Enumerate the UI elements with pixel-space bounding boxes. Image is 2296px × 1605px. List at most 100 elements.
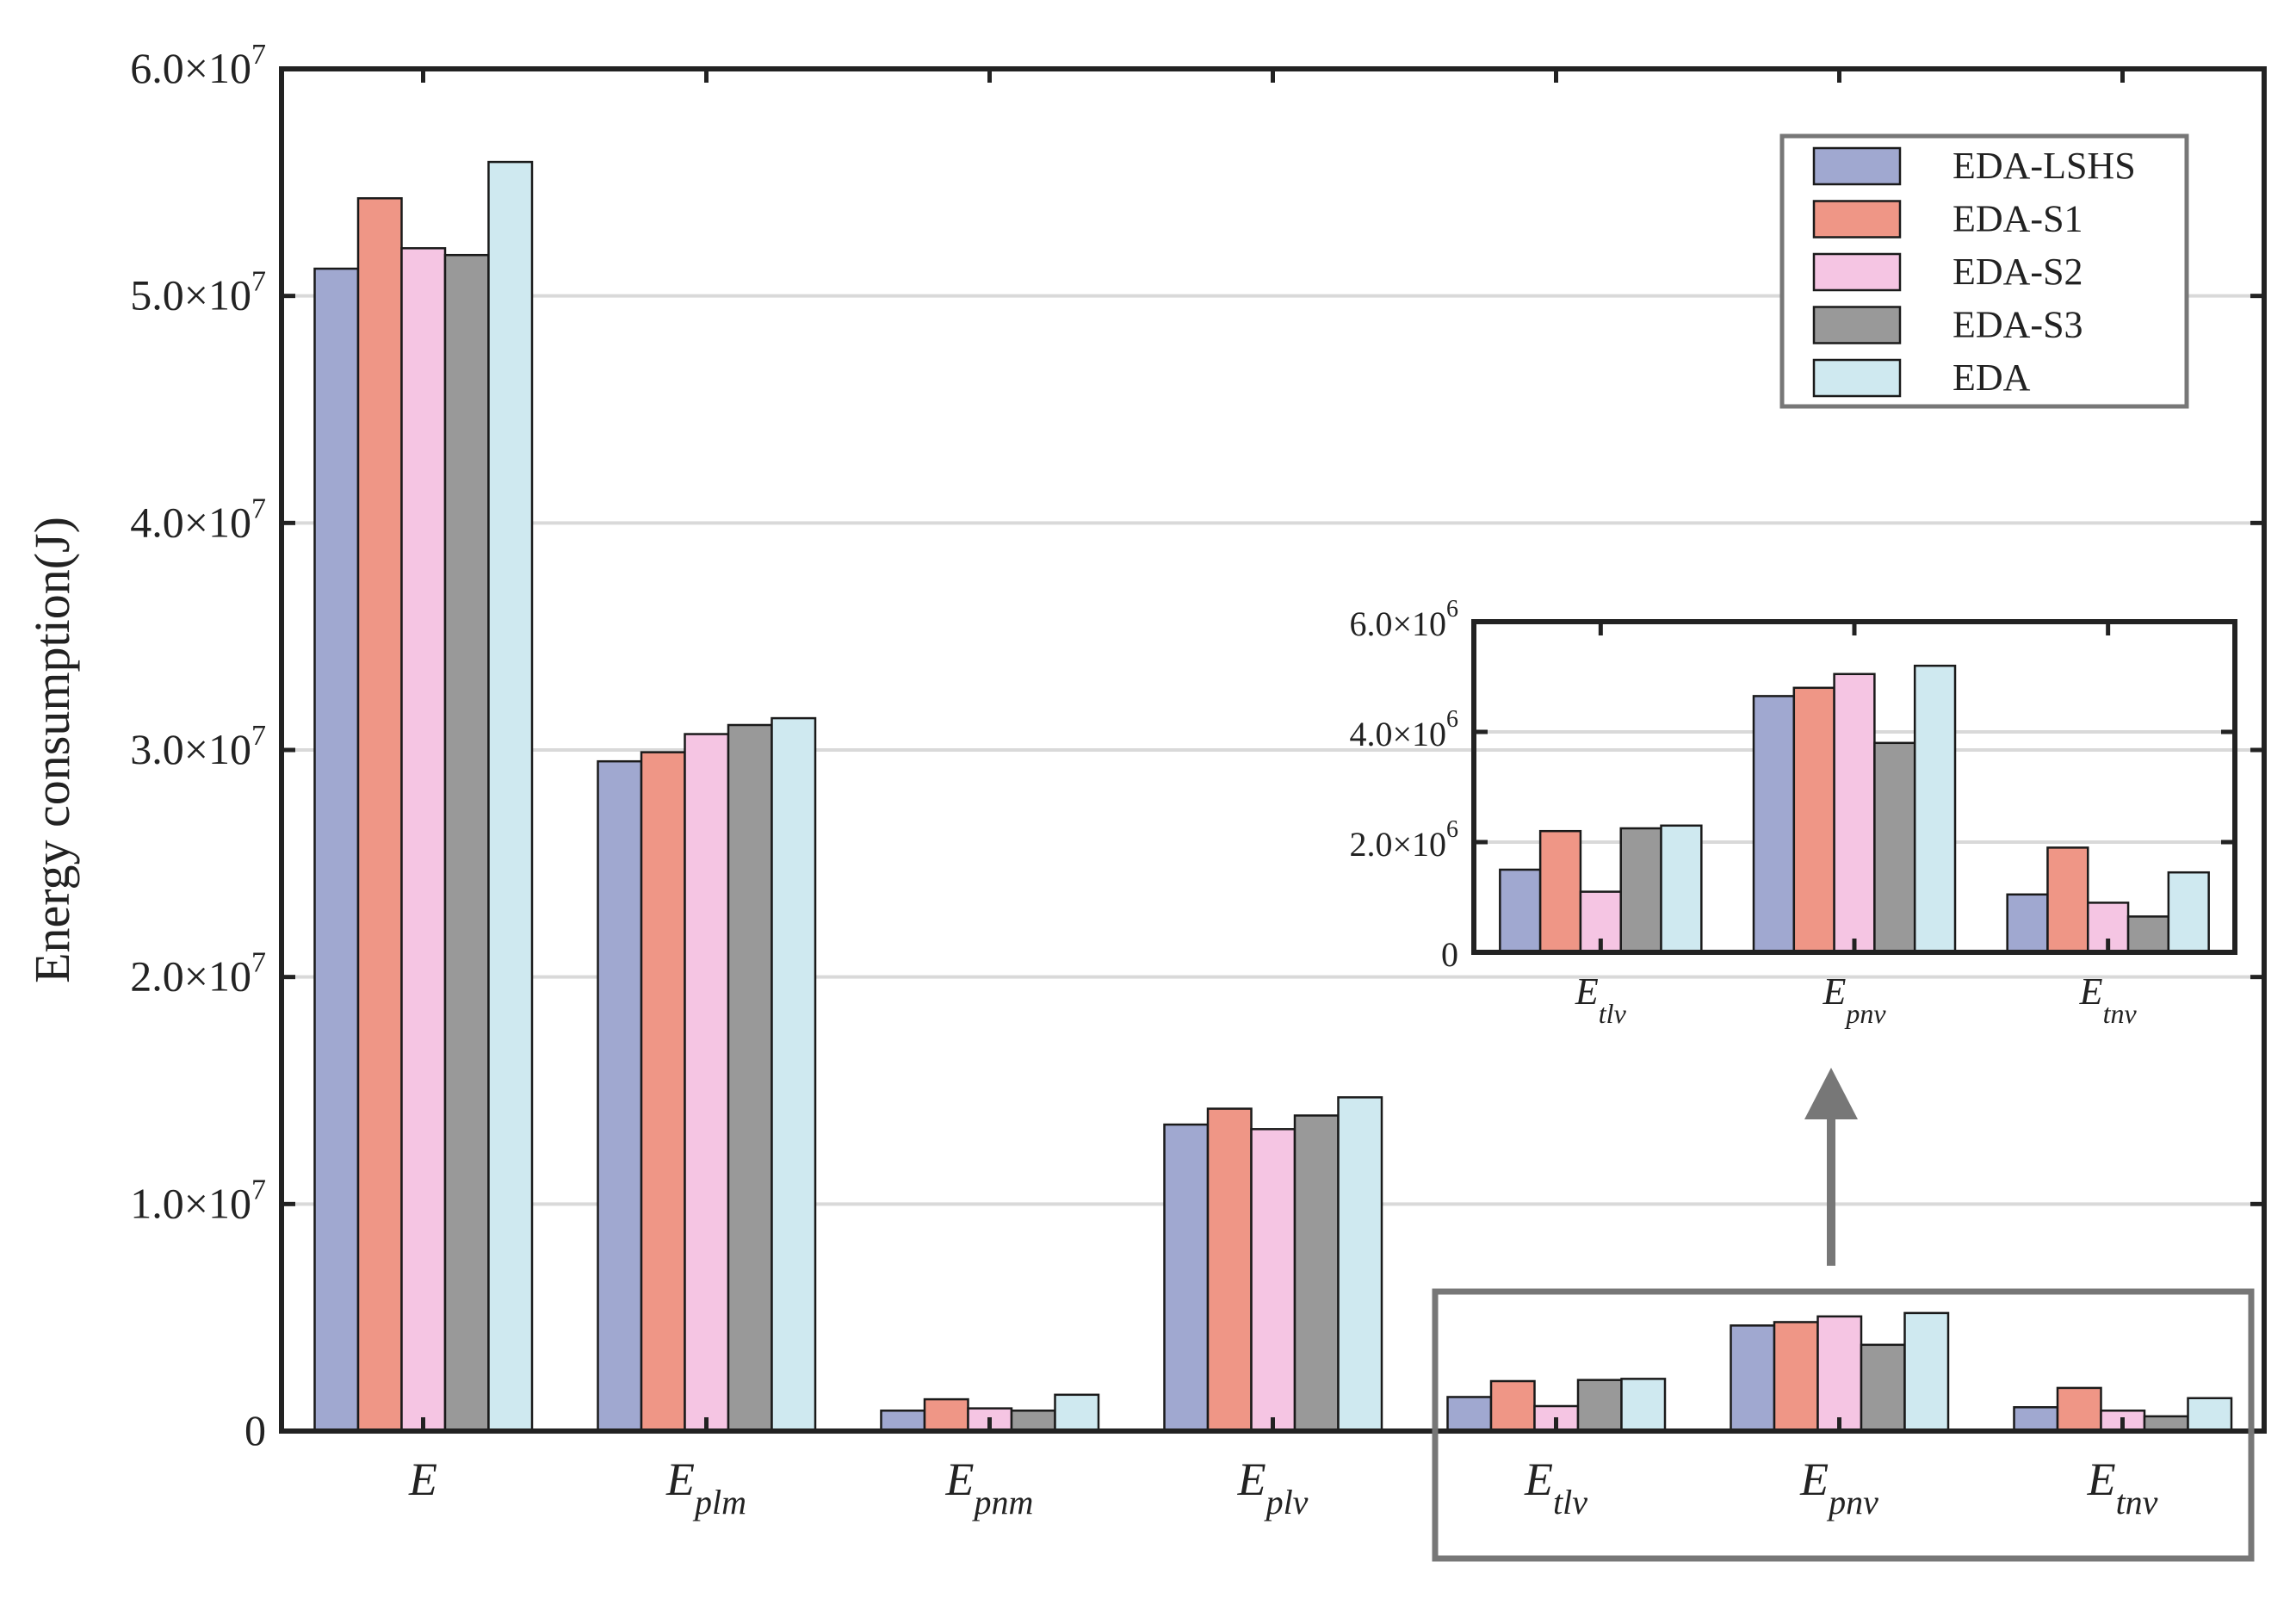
main-category-sub-1: plm	[692, 1483, 746, 1521]
main-category-label-pnv: Epnv	[1799, 1453, 1878, 1521]
legend-swatch-eda-s3	[1812, 306, 1902, 344]
inset-category-sub-0: tlv	[1599, 998, 1627, 1029]
main-ytick-label-6: 6.0×107	[130, 39, 266, 92]
inset-ytick-exponent-1: 6	[1446, 816, 1458, 843]
inset-ytick-mantissa-0: 0	[1441, 935, 1458, 974]
main-category-base-5: E	[1799, 1453, 1829, 1505]
main-ytick-label-1: 1.0×107	[130, 1174, 266, 1227]
inset-bar-eda-pnv	[1913, 664, 1957, 954]
main-bar-eda-lshs-pnm	[880, 1410, 926, 1433]
main-ytick-exponent-3: 7	[251, 720, 266, 752]
inset-category-base-0: E	[1575, 970, 1599, 1013]
main-bars	[313, 160, 2233, 1433]
main-bar-eda-s2-plm	[684, 733, 730, 1433]
inset-bar-eda-s2-pnv	[1833, 672, 1876, 954]
main-category-sub-4: tlv	[1553, 1483, 1587, 1521]
main-category-sub-6: tnv	[2116, 1483, 2158, 1521]
main-tick-marks	[282, 66, 2264, 1434]
main-bar-eda-plv	[1337, 1096, 1383, 1433]
main-bar-eda-s3-pnv	[1860, 1343, 1906, 1433]
main-ytick-exponent-5: 7	[251, 266, 266, 298]
main-bar-eda-tnv	[2187, 1397, 2233, 1433]
main-bar-eda-s2-pnv	[1816, 1315, 1863, 1433]
inset-bar-eda-s1-tlv	[1538, 829, 1582, 954]
main-bar-eda-s1-plm	[640, 751, 686, 1433]
main-category-label-pnm: Epnm	[945, 1453, 1034, 1521]
inset-bar-eda-s3-tlv	[1619, 827, 1662, 954]
inset-ytick-label-0: 0	[1441, 935, 1458, 974]
main-category-base-2: E	[945, 1453, 975, 1505]
main-ytick-label-5: 5.0×107	[130, 266, 266, 319]
inset-bar-eda-s1-tnv	[2046, 846, 2089, 954]
inset-ytick-mantissa-1: 2.0×10	[1349, 825, 1446, 864]
inset-ytick-label-3: 6.0×106	[1349, 596, 1458, 643]
main-gridlines	[282, 294, 2264, 1206]
main-bar-eda-lshs-tlv	[1446, 1396, 1493, 1433]
main-y-tick-labels: 01.0×1072.0×1073.0×1074.0×1075.0×1076.0×…	[130, 39, 266, 1454]
inset-bar-eda-lshs-pnv	[1752, 695, 1796, 954]
main-bar-eda-s3-plm	[727, 723, 773, 1433]
main-category-base-6: E	[2087, 1453, 2116, 1505]
inset-bar-eda-tlv	[1660, 824, 1703, 954]
main-category-label-e: E	[408, 1453, 437, 1505]
inset-bar-eda-lshs-tnv	[2006, 893, 2049, 954]
inset-ytick-mantissa-3: 6.0×10	[1349, 604, 1446, 643]
legend-swatch-eda-s1	[1812, 200, 1902, 239]
main-ytick-mantissa-6: 6.0×10	[130, 44, 251, 92]
inset-category-labels: Etlv Epnv Etnv	[1575, 970, 2138, 1029]
main-ytick-mantissa-0: 0	[244, 1406, 266, 1454]
main-category-sub-5: pnv	[1826, 1483, 1878, 1521]
main-bar-eda-s1-tnv	[2056, 1386, 2102, 1433]
main-bar-eda-e	[487, 160, 534, 1433]
main-bar-eda-s1-tlv	[1489, 1379, 1536, 1433]
main-bar-eda-s2-plv	[1250, 1128, 1297, 1433]
main-bar-eda-plm	[770, 716, 817, 1433]
main-ytick-label-2: 2.0×107	[130, 947, 266, 1001]
inset-bar-eda-s3-pnv	[1873, 741, 1916, 954]
inset-category-label-pnv: Epnv	[1822, 970, 1886, 1029]
main-ytick-mantissa-1: 1.0×10	[130, 1179, 251, 1227]
main-bar-eda-pnm	[1054, 1393, 1100, 1433]
inset-tick-marks	[1474, 619, 2235, 955]
main-ytick-mantissa-2: 2.0×10	[130, 952, 251, 1001]
inset-category-base-1: E	[1822, 970, 1846, 1013]
inset-ytick-exponent-2: 6	[1446, 706, 1458, 733]
legend-items: EDA-LSHS EDA-S1 EDA-S2 EDA-S3 EDA	[1812, 145, 2136, 399]
main-ytick-mantissa-5: 5.0×10	[130, 271, 251, 319]
main-bar-eda-tlv	[1620, 1378, 1667, 1433]
inset-category-label-tnv: Etnv	[2079, 970, 2138, 1029]
main-bar-eda-s1-pnv	[1773, 1321, 1819, 1433]
main-category-base-1: E	[665, 1453, 695, 1505]
legend-swatch-eda-s2	[1812, 252, 1902, 292]
main-ytick-label-4: 4.0×107	[130, 493, 266, 546]
main-bar-eda-lshs-pnv	[1730, 1324, 1776, 1433]
main-bar-eda-lshs-e	[313, 267, 360, 1433]
main-bar-eda-s1-plv	[1206, 1107, 1253, 1433]
main-ytick-exponent-4: 7	[251, 493, 266, 524]
legend-label-eda-s1: EDA-S1	[1953, 198, 2083, 240]
main-category-sub-3: plv	[1264, 1483, 1309, 1521]
main-ytick-label-3: 3.0×107	[130, 720, 266, 773]
legend-label-eda-s2: EDA-S2	[1953, 251, 2083, 293]
y-axis-title: Energy consumption(J)	[24, 517, 80, 983]
main-category-base-4: E	[1524, 1453, 1553, 1505]
zoom-arrow-head	[1804, 1068, 1858, 1119]
inset-bars	[1499, 664, 2210, 954]
main-category-labels: E Eplm Epnm Eplv Etlv Epnv Etnv	[408, 1453, 2158, 1521]
inset-ytick-label-1: 2.0×106	[1349, 816, 1458, 864]
inset-ytick-exponent-3: 6	[1446, 596, 1458, 623]
main-category-sub-2: pnm	[972, 1483, 1034, 1521]
legend-label-eda-s3: EDA-S3	[1953, 304, 2083, 346]
zoom-highlight-box	[1432, 1288, 2255, 1562]
inset-bar-eda-tnv	[2167, 871, 2210, 954]
main-category-label-tnv: Etnv	[2087, 1453, 2158, 1521]
legend-label-eda-lshs: EDA-LSHS	[1953, 145, 2136, 187]
inset-ytick-label-2: 4.0×106	[1349, 706, 1458, 753]
main-ytick-label-0: 0	[244, 1406, 266, 1454]
legend-swatch-eda	[1812, 358, 1902, 398]
main-bar-eda-s3-pnm	[1010, 1410, 1056, 1433]
main-bar-eda-s3-e	[443, 253, 490, 1433]
legend-swatch-eda-lshs	[1812, 146, 1902, 186]
